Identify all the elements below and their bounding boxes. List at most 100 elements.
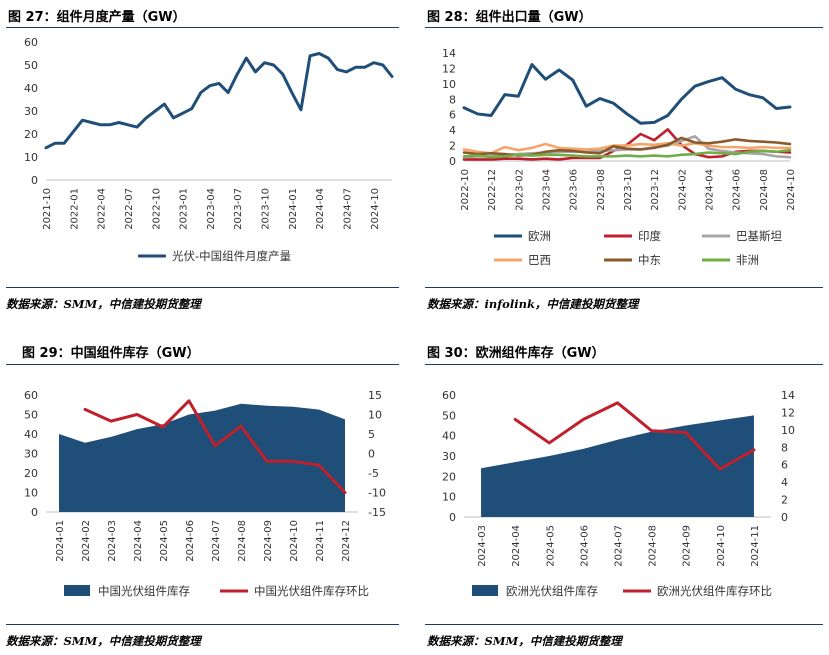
y2-tick-label: 4 [781,476,788,489]
x-tick-label: 2024-04 [315,188,326,230]
y2-tick-label: 0 [368,448,375,461]
chart-title: 图 27：组件月度产量（GW） [8,10,186,25]
x-tick-label: 2023-08 [596,169,607,211]
y-tick-label: 30 [24,105,38,118]
y-tick-label: 6 [449,109,456,122]
chart-title: 图 30：欧洲组件库存（GW） [427,346,605,361]
x-tick-label: 2024-04 [705,169,716,211]
x-tick-label: 2024-08 [759,169,770,211]
y2-tick-label: 15 [368,389,382,402]
legend-label: 巴西 [528,253,551,267]
legend-label: 光伏-中国组件月度产量 [172,249,291,263]
x-tick-label: 2022-01 [69,188,80,230]
legend-label: 中国光伏组件库存 [98,584,190,598]
legend-label: 巴基斯坦 [736,229,782,243]
x-tick-label: 2024-04 [511,525,522,567]
y-tick-label: 10 [24,151,38,164]
title-rule [6,364,399,365]
source-rule [6,624,399,625]
y-tick-label: 20 [442,470,456,483]
y-tick-label: 0 [31,506,38,519]
source-rule [425,624,823,625]
x-tick-label: 2024-03 [477,525,488,567]
y2-tick-label: 8 [781,441,788,454]
y2-tick-label: -5 [368,467,379,480]
x-tick-label: 2022-04 [97,188,108,230]
y2-tick-label: 10 [781,424,795,437]
y2-tick-label: 10 [368,409,382,422]
x-tick-label: 2024-06 [185,520,196,562]
chart-production: 0 10 20 30 40 50 60 2021-10 2022-01 2022-04 2022-0… [24,36,394,263]
y-tick-label: 60 [442,389,456,402]
legend-label: 欧洲光伏组件库存 [506,584,598,598]
legend-swatch [472,585,498,596]
legend-label: 非洲 [736,253,759,267]
x-tick-label: 2023-10 [623,169,634,211]
source-rule [6,287,399,288]
y-tick-label: 20 [24,467,38,480]
legend-swatch [64,585,90,596]
legend-label: 欧洲光伏组件库存环比 [657,584,772,598]
y2-tick-label: 14 [781,389,795,402]
y-tick-label: 2 [449,140,456,153]
x-tick-label: 2024-10 [289,520,300,562]
x-tick-label: 2024-01 [288,188,299,230]
legend-label: 中东 [638,253,661,267]
y-tick-label: 12 [442,62,456,75]
x-tick-label: 2024-10 [716,525,727,567]
y-tick-label: 8 [449,93,456,106]
title-rule [6,27,399,28]
x-tick-label: 2023-06 [569,169,580,211]
x-tick-label: 2023-02 [514,169,525,211]
x-tick-label: 2024-02 [81,520,92,562]
y-tick-label: 40 [24,82,38,95]
x-tick-label: 2022-12 [487,169,498,211]
x-tick-label: 2023-07 [233,188,244,230]
series-area-中国光伏组件库存 [59,403,345,512]
x-tick-label: 2024-09 [263,520,274,562]
x-tick-label: 2024-08 [648,525,659,567]
x-tick-label: 2023-01 [179,188,190,230]
series-area-欧洲光伏组件库存 [481,415,754,517]
source-rule [425,287,823,288]
y-tick-label: 50 [24,409,38,422]
x-tick-label: 2024-03 [107,520,118,562]
series-line-欧洲 [462,63,792,125]
y2-tick-label: 2 [781,494,788,507]
y-tick-label: 10 [442,491,456,504]
x-tick-label: 2022-10 [460,169,471,211]
x-tick-label: 2022-10 [151,188,162,230]
chart-europe-inventory: 0 10 20 30 40 50 60 0 2 4 6 8 10 12 14 2024-03 2024-04 20… [442,389,795,598]
series-line-光伏-中国组件月度产量 [44,52,394,150]
y2-tick-label: -15 [368,506,386,519]
x-tick-label: 2023-04 [206,188,217,230]
x-tick-label: 2024-06 [732,169,743,211]
y-tick-label: 4 [449,124,456,137]
y-tick-label: 60 [24,389,38,402]
y-tick-label: 40 [442,430,456,443]
chart-export: 0 2 4 6 8 10 12 14 2022-10 2022-12 2023-02 2023-04 2… [442,47,797,267]
series-line-非洲 [462,148,792,159]
source-note: 数据来源：SMM，中信建投期货整理 [6,297,201,311]
chart-title: 图 29：中国组件库存（GW） [22,346,200,361]
y-tick-label: 30 [442,450,456,463]
y-tick-label: 0 [449,155,456,168]
series-line-中国光伏组件库存环比 [83,399,347,494]
source-note: 数据来源：SMM，中信建投期货整理 [6,634,201,648]
y-tick-label: 10 [24,487,38,500]
series-line-欧洲光伏组件库存环比 [513,401,756,471]
x-tick-label: 2024-05 [545,525,556,567]
y-tick-label: 10 [442,78,456,91]
x-tick-label: 2024-05 [159,520,170,562]
y2-tick-label: 12 [781,406,795,419]
x-tick-label: 2023-04 [542,169,553,211]
x-tick-label: 2024-06 [579,525,590,567]
x-tick-label: 2024-01 [55,520,66,562]
y-tick-label: 0 [449,511,456,524]
chart-title: 图 28：组件出口量（GW） [427,10,592,25]
x-tick-label: 2024-09 [682,525,693,567]
title-rule [425,27,823,28]
x-tick-label: 2023-10 [261,188,272,230]
x-tick-label: 2021-10 [42,188,53,230]
y2-tick-label: -10 [368,487,386,500]
